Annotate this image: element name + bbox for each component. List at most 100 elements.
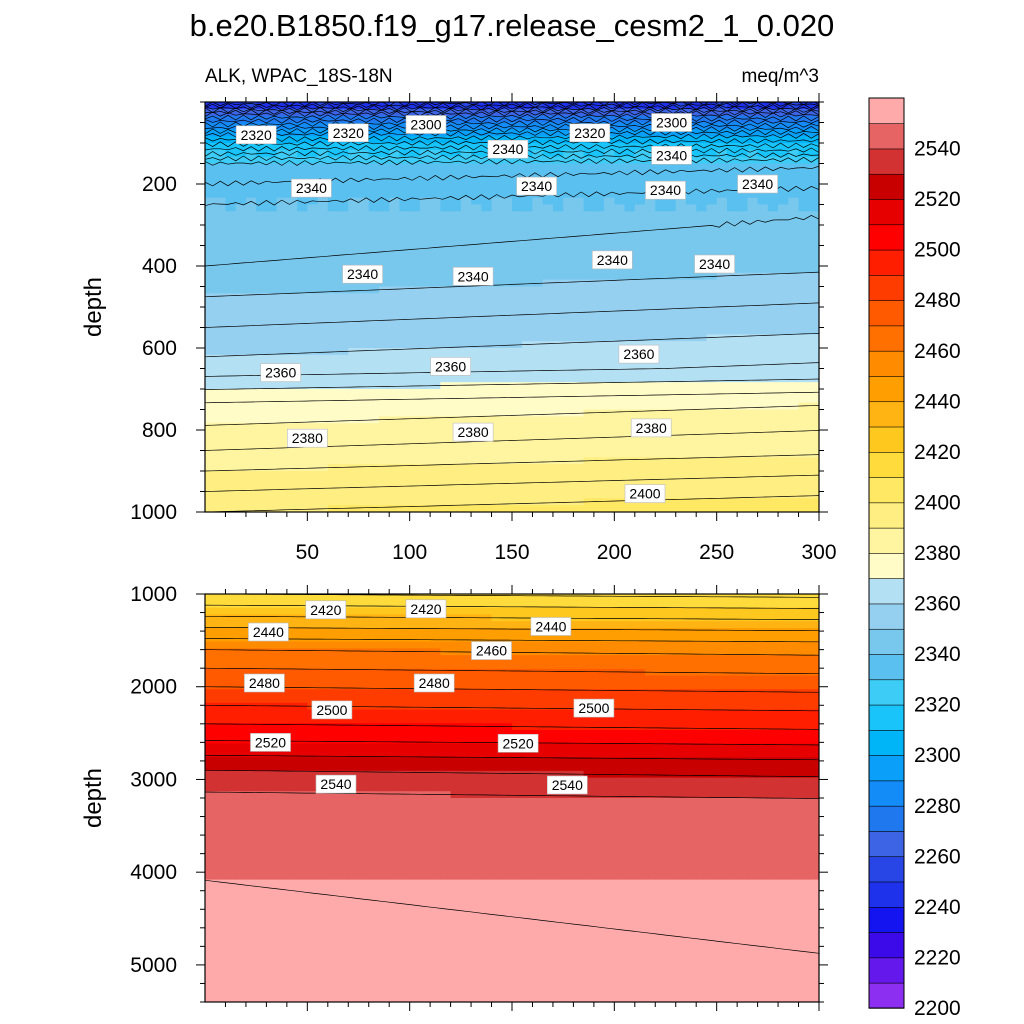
contour-fill-cell [767,436,779,445]
contour-fill-cell [798,423,810,431]
contour-fill-cell [338,798,349,806]
contour-fill-cell [286,238,298,247]
contour-fill-cell [307,900,319,908]
contour-fill-cell [225,621,237,629]
contour-fill-cell [327,791,339,799]
contour-fill-cell [798,211,810,219]
contour-fill-cell [368,655,380,663]
contour-fill-cell [317,368,329,376]
contour-fill-cell [798,430,810,438]
contour-fill-cell [460,238,472,247]
contour-fill-cell [399,750,411,758]
contour-fill-cell [256,954,267,962]
contour-fill-cell [767,471,779,479]
contour-fill-cell [788,307,800,315]
contour-fill-cell [767,170,779,178]
contour-fill-cell [205,682,216,690]
contour-fill-cell [522,457,534,465]
contour-fill-cell [256,190,267,199]
contour-fill-cell [245,108,257,117]
contour-fill-cell [696,341,708,349]
contour-fill-cell [286,662,298,670]
contour-fill-cell [747,443,759,452]
contour-fill-cell [747,163,759,171]
contour-fill-cell [276,170,288,178]
contour-fill-cell [409,184,421,192]
contour-fill-cell [399,662,411,670]
contour-fill-cell [368,115,380,124]
contour-fill-cell [235,266,247,274]
contour-fill-cell [358,197,370,206]
contour-fill-cell [256,913,267,921]
contour-fill-cell [532,436,544,445]
contour-fill-cell [317,886,329,894]
contour-fill-cell [368,204,380,212]
contour-fill-cell [245,818,257,826]
contour-fill-cell [778,307,789,315]
contour-fill-cell [655,231,667,240]
contour-fill-cell [491,464,503,472]
contour-fill-cell [645,170,656,178]
contour-fill-cell [266,423,278,431]
contour-fill-cell [440,170,452,178]
contour-fill-cell [573,266,585,274]
contour-fill-cell [338,361,349,370]
contour-fill-cell [481,143,493,151]
contour-fill-cell [338,770,349,779]
contour-fill-cell [286,156,298,165]
contour-fill-cell [378,484,390,493]
contour-fill-cell [225,893,237,901]
contour-fill-cell [675,163,687,171]
contour-fill-cell [297,934,308,942]
contour-fill-cell [471,286,482,294]
contour-fill-cell [358,341,370,349]
contour-fill-cell [297,122,308,130]
contour-fill-cell [215,149,227,158]
contour-fill-cell [307,231,319,240]
contour-fill-cell [286,600,298,609]
contour-fill-cell [245,825,257,833]
contour-fill-cell [645,320,656,329]
contour-fill-cell [685,102,697,110]
contour-fill-cell [419,491,431,499]
contour-fill-cell [338,368,349,376]
contour-fill-cell [737,163,748,171]
contour-fill-cell [297,832,308,840]
contour-fill-cell [440,498,452,506]
contour-fill-cell [338,716,349,724]
contour-fill-cell [512,450,523,458]
contour-fill-cell [675,211,687,219]
contour-fill-cell [573,361,585,370]
contour-fill-cell [798,266,810,274]
contour-fill-cell [225,272,237,281]
contour-fill-cell [266,798,278,806]
contour-fill-cell [205,423,216,431]
contour-fill-cell [767,266,779,274]
contour-fill-cell [624,395,636,404]
contour-fill-cell [368,320,380,329]
contour-fill-cell [358,211,370,219]
contour-fill-cell [358,102,370,110]
contour-fill-cell [256,798,267,806]
contour-fill-cell [634,389,646,397]
contour-fill-cell [348,974,360,983]
contour-fill-cell [624,184,636,192]
contour-fill-cell [317,266,329,274]
contour-fill-cell [225,122,237,130]
contour-fill-cell [593,279,605,288]
contour-fill-cell [685,259,697,267]
contour-fill-cell [696,163,708,171]
contour-fill-cell [389,607,401,615]
contour-fill-cell [645,361,656,370]
contour-fill-cell [552,395,564,404]
contour-fill-cell [266,252,278,260]
contour-fill-cell [297,777,308,785]
contour-fill-cell [297,505,308,512]
contour-fill-cell [399,307,411,315]
contour-fill-cell [338,920,349,928]
contour-fill-cell [737,129,748,137]
contour-fill-cell [266,968,278,976]
contour-fill-cell [348,354,360,363]
contour-fill-cell [491,102,503,110]
contour-fill-cell [215,225,227,233]
